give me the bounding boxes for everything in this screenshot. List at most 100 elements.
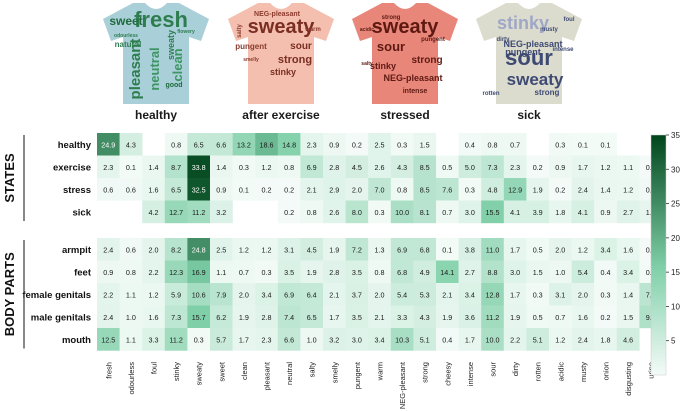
heatmap-cell-label: 2.8 [329, 163, 339, 172]
heatmap-cell [616, 155, 640, 179]
heatmap-cell [300, 305, 324, 329]
heatmap-cell-label: 6.6 [284, 335, 294, 344]
heatmap-cell-label: 0.5 [533, 245, 543, 254]
heatmap-cell [481, 178, 504, 201]
heatmap-cell [345, 283, 369, 306]
heatmap-cell [97, 133, 120, 156]
heatmap-cell-label: 7.9 [216, 290, 226, 299]
wordcloud-word: NEG-pleasant [383, 73, 442, 83]
wordcloud-word: stinky [370, 61, 396, 71]
heatmap-cell-label: 0.8 [488, 140, 498, 149]
heatmap-cell-label: 2.8 [262, 313, 272, 322]
heatmap-cell [345, 305, 369, 329]
heatmap-cell-label: 0.1 [442, 245, 452, 254]
tshirt-caption: healthy [135, 108, 177, 122]
heatmap-cell [345, 178, 369, 201]
heatmap-cell-label: 7.4 [284, 313, 294, 322]
heatmap-cell-label: 11.2 [486, 313, 499, 322]
group-label: BODY PARTS [2, 252, 17, 336]
column-label: sour [489, 362, 498, 377]
heatmap-cell-label: 2.1 [307, 185, 317, 194]
heatmap-cell [164, 283, 188, 306]
heatmap-cell [187, 260, 211, 284]
heatmap-cell-label: 3.8 [465, 245, 475, 254]
heatmap-cell [97, 178, 120, 201]
heatmap-cell-label: 0.3 [194, 335, 204, 344]
colorbar-tick-label: 15 [671, 268, 680, 277]
heatmap-cell-label: 3.3 [397, 313, 407, 322]
heatmap-cell [503, 260, 527, 284]
heatmap-cell-label: 0.6 [126, 245, 136, 254]
heatmap-cell-label: 3.2 [216, 208, 226, 217]
heatmap-cell-label: 6.5 [307, 313, 317, 322]
heatmap-cell-label: 4.3 [126, 140, 136, 149]
wordcloud-word: sweaty [248, 16, 316, 38]
heatmap-cell [164, 238, 188, 261]
heatmap-cell-label: 1.2 [149, 290, 159, 299]
heatmap-cell [232, 305, 256, 329]
heatmap-cell-label: 0.9 [103, 268, 113, 277]
heatmap-cell-label: 1.4 [149, 163, 159, 172]
heatmap-cell-label: 0.2 [555, 185, 565, 194]
heatmap-cell-label: 3.0 [352, 335, 362, 344]
heatmap-cell-label: 2.1 [329, 290, 339, 299]
heatmap-cell-label: 1.6 [623, 245, 633, 254]
heatmap-cell-label: 4.1 [510, 208, 520, 217]
wordcloud-word: sweaty [507, 70, 564, 89]
heatmap-cell [503, 155, 527, 179]
heatmap-cell-label: 0.3 [397, 140, 407, 149]
column-label: acidic [556, 362, 565, 381]
heatmap-cell-label: 7.0 [375, 185, 385, 194]
heatmap-cell [255, 283, 278, 306]
wordcloud-word: smelly [243, 57, 259, 63]
heatmap-cell-label: 2.4 [103, 245, 113, 254]
heatmap-cell [436, 238, 459, 261]
heatmap-cell [481, 238, 504, 261]
heatmap-cell [413, 260, 437, 284]
heatmap-cell [300, 283, 324, 306]
wordcloud-word: natural [115, 40, 142, 49]
group-label: STATES [2, 153, 17, 203]
heatmap-cell-label: 1.9 [442, 313, 452, 322]
heatmap-cell-label: 3.5 [284, 268, 294, 277]
heatmap-cell-label: 3.4 [623, 268, 633, 277]
heatmap-cell-label: 5.0 [465, 163, 475, 172]
heatmap-cell-label: 8.8 [488, 268, 498, 277]
heatmap-cell-label: 6.2 [216, 313, 226, 322]
heatmap-cell [368, 260, 391, 284]
wordcloud-word: sweaty [372, 16, 440, 38]
heatmap-cell [323, 305, 346, 329]
heatmap-cell [571, 328, 595, 351]
wordcloud-word: pleasant [127, 39, 144, 100]
heatmap-cell [255, 238, 278, 261]
heatmap-cell [481, 283, 504, 306]
heatmap-cell-label: 1.5 [623, 313, 633, 322]
heatmap-cell-label: 4.3 [420, 313, 430, 322]
heatmap-cell-label: 8.5 [420, 185, 430, 194]
heatmap-cell [164, 178, 188, 201]
heatmap-cell [164, 328, 188, 351]
heatmap-cell [390, 238, 414, 261]
heatmap-cell [323, 133, 346, 156]
column-labels: fresh odourless foul stinky sweaty sweet clean… [104, 361, 655, 409]
heatmap-cell-label: 11.2 [169, 335, 182, 344]
heatmap-cell-label: 5.3 [420, 290, 430, 299]
colorbar-tick-label: 35 [671, 131, 680, 140]
heatmap-cell-label: 0.8 [126, 268, 136, 277]
heatmap-cell [187, 305, 211, 329]
heatmap-cell-label: 0.6 [646, 185, 656, 194]
row-label: mouth [62, 335, 91, 346]
heatmap-cell [458, 305, 482, 329]
heatmap-cell-label: 1.2 [623, 185, 633, 194]
heatmap-cell-label: 0.2 [533, 163, 543, 172]
heatmap-cell [594, 200, 617, 224]
heatmap-cell [549, 238, 572, 261]
heatmap-cell-label: 13.2 [237, 140, 251, 149]
heatmap-cell [571, 238, 595, 261]
heatmap-cell [300, 200, 324, 224]
heatmap-cell-label: 2.3 [262, 335, 272, 344]
column-label: smelly [330, 362, 339, 384]
row-label: armpit [62, 245, 92, 256]
heatmap-cell-label: 2.6 [375, 163, 385, 172]
